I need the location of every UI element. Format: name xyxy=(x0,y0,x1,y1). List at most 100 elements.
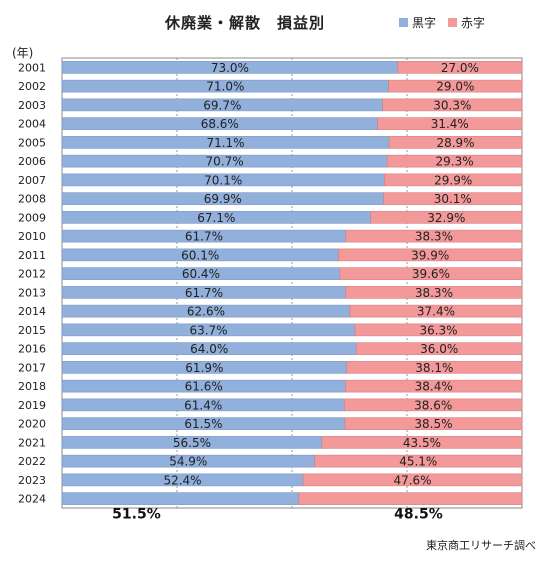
category-label-2004: 2004 xyxy=(18,118,46,131)
data-label-loss-2010: 38.3% xyxy=(415,230,453,244)
legend-item-profit: 黒字 xyxy=(399,14,436,31)
data-label-profit-2005: 71.1% xyxy=(206,136,244,150)
data-label-loss-2001: 27.0% xyxy=(441,61,479,75)
category-label-2023: 2023 xyxy=(18,474,46,487)
data-label-loss-2003: 30.3% xyxy=(433,98,471,112)
category-label-2015: 2015 xyxy=(18,324,46,337)
bar-loss-2021 xyxy=(321,436,523,449)
data-label-profit-2003: 69.7% xyxy=(203,98,241,112)
data-label-profit-2018: 61.6% xyxy=(185,380,223,394)
data-label-profit-2013: 61.7% xyxy=(185,286,223,300)
legend-label-loss: 赤字 xyxy=(461,16,486,30)
category-label-2001: 2001 xyxy=(18,61,46,74)
bar-loss-2003 xyxy=(382,98,523,112)
data-label-loss-2013: 38.3% xyxy=(415,286,453,300)
category-label-2013: 2013 xyxy=(18,286,46,299)
category-label-2007: 2007 xyxy=(18,174,46,187)
bar-loss-2005 xyxy=(388,136,523,149)
data-label-profit-2011: 60.1% xyxy=(181,248,219,262)
category-label-2022: 2022 xyxy=(18,455,46,468)
category-label-2020: 2020 xyxy=(18,418,46,431)
bar-loss-2019 xyxy=(344,398,523,412)
data-label-profit-2020: 61.5% xyxy=(184,417,222,431)
y-axis-unit-label: (年) xyxy=(12,46,34,60)
data-label-profit-2002: 71.0% xyxy=(206,80,244,94)
bar-loss-2011 xyxy=(338,248,523,262)
data-label-profit-2010: 61.7% xyxy=(185,230,223,244)
data-label-loss-2006: 29.3% xyxy=(436,155,474,169)
category-label-2011: 2011 xyxy=(18,249,46,262)
category-label-2021: 2021 xyxy=(18,436,46,449)
data-label-profit-2015: 63.7% xyxy=(189,323,227,337)
data-label-loss-2024: 48.5% xyxy=(394,507,443,523)
bar-loss-2014 xyxy=(349,304,523,318)
bar-loss-2004 xyxy=(377,117,523,130)
data-label-loss-2015: 36.3% xyxy=(419,323,457,337)
data-label-loss-2012: 39.6% xyxy=(412,267,450,281)
bar-loss-2009 xyxy=(370,211,523,224)
category-label-2018: 2018 xyxy=(18,380,46,393)
bar-loss-2016 xyxy=(356,342,523,355)
data-label-loss-2022: 45.1% xyxy=(399,455,437,469)
category-label-2024: 2024 xyxy=(18,493,46,506)
chart-legend: 黒字 赤字 xyxy=(399,14,497,31)
data-label-loss-2017: 38.1% xyxy=(415,361,453,375)
bar-profit-2024 xyxy=(61,492,300,505)
data-label-profit-2019: 61.4% xyxy=(184,398,222,412)
data-label-profit-2007: 70.1% xyxy=(204,173,242,187)
bar-loss-2006 xyxy=(386,154,523,168)
bar-loss-2022 xyxy=(314,454,523,468)
category-label-2009: 2009 xyxy=(18,211,46,224)
category-label-2002: 2002 xyxy=(18,80,46,93)
bar-loss-2002 xyxy=(388,79,523,93)
data-label-profit-2009: 67.1% xyxy=(197,211,235,225)
data-label-profit-2004: 68.6% xyxy=(201,117,239,131)
category-label-2014: 2014 xyxy=(18,305,46,318)
data-label-loss-2008: 30.1% xyxy=(434,192,472,206)
legend-swatch-profit xyxy=(399,18,408,27)
data-label-profit-2008: 69.9% xyxy=(204,192,242,206)
data-label-profit-2012: 60.4% xyxy=(182,267,220,281)
category-label-2008: 2008 xyxy=(18,193,46,206)
data-label-loss-2004: 31.4% xyxy=(431,117,469,131)
data-label-loss-2019: 38.6% xyxy=(414,398,452,412)
data-label-loss-2009: 32.9% xyxy=(427,211,465,225)
data-label-profit-2021: 56.5% xyxy=(173,436,211,450)
bar-loss-2010 xyxy=(345,229,523,243)
category-label-2003: 2003 xyxy=(18,99,46,112)
data-label-loss-2014: 37.4% xyxy=(417,305,455,319)
category-label-2017: 2017 xyxy=(18,361,46,374)
bar-loss-2024 xyxy=(298,492,523,505)
data-label-profit-2022: 54.9% xyxy=(169,455,207,469)
data-label-loss-2018: 38.4% xyxy=(415,380,453,394)
data-label-profit-2001: 73.0% xyxy=(211,61,249,75)
data-label-loss-2002: 29.0% xyxy=(436,80,474,94)
bar-loss-2013 xyxy=(345,286,523,299)
bar-loss-2018 xyxy=(345,379,523,393)
bar-loss-2017 xyxy=(346,361,523,374)
category-label-2012: 2012 xyxy=(18,268,46,281)
category-label-2010: 2010 xyxy=(18,230,46,243)
bar-loss-2023 xyxy=(302,473,523,487)
source-note: 東京商工リサーチ調べ xyxy=(426,539,536,552)
category-label-2005: 2005 xyxy=(18,136,46,149)
legend-label-profit: 黒字 xyxy=(412,16,437,30)
data-label-profit-2017: 61.9% xyxy=(185,361,223,375)
category-label-2019: 2019 xyxy=(18,399,46,412)
data-label-loss-2011: 39.9% xyxy=(411,248,449,262)
data-label-profit-2014: 62.6% xyxy=(187,305,225,319)
data-label-loss-2005: 28.9% xyxy=(436,136,474,150)
legend-item-loss: 赤字 xyxy=(448,14,485,31)
bar-loss-2008 xyxy=(383,192,523,205)
data-label-loss-2023: 47.6% xyxy=(393,473,431,487)
data-label-loss-2021: 43.5% xyxy=(403,436,441,450)
data-label-profit-2016: 64.0% xyxy=(190,342,228,356)
data-label-profit-2023: 52.4% xyxy=(163,473,201,487)
data-label-loss-2016: 36.0% xyxy=(420,342,458,356)
bar-loss-2001 xyxy=(397,61,523,74)
chart-title: 休廃業・解散 損益別 xyxy=(165,14,326,32)
data-label-loss-2007: 29.9% xyxy=(434,173,472,187)
category-label-2006: 2006 xyxy=(18,155,46,168)
data-label-profit-2006: 70.7% xyxy=(206,155,244,169)
